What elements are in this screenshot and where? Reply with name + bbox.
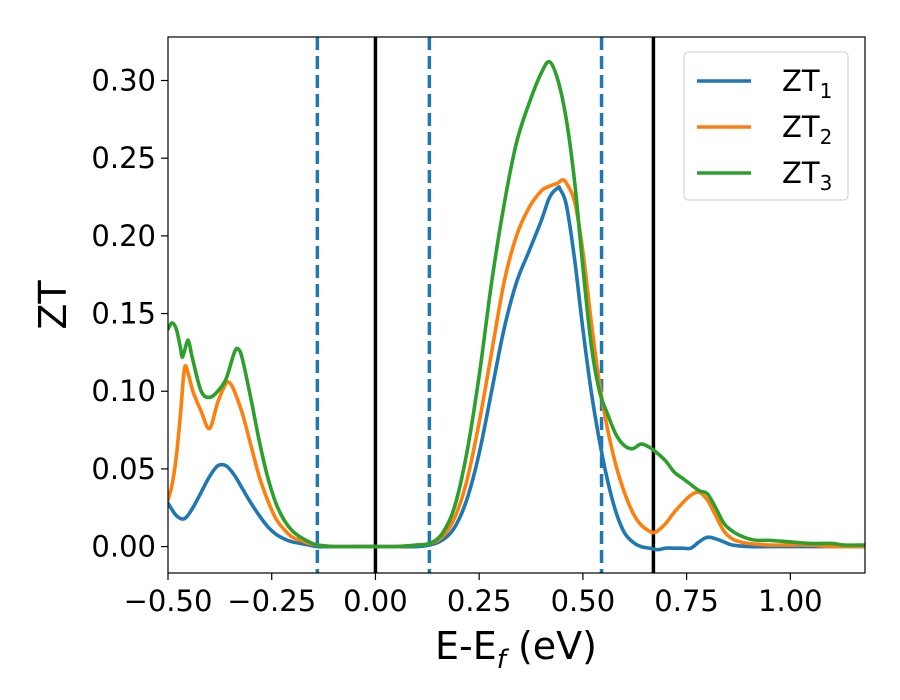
x-tick-label: 0.50 [551,584,616,618]
y-axis-label: ZT [31,280,75,330]
y-tick-label: 0.10 [91,374,156,408]
y-tick-label: 0.20 [91,219,156,253]
series-line-zt1 [168,185,865,552]
legend: ZT1 ZT2 ZT3 [683,51,849,201]
legend-frame [683,51,849,201]
axis-ticks: −0.50 −0.25 0.00 0.25 0.50 0.75 1.00 0.00 0.05 0.… [91,64,822,618]
x-tick-label: −0.50 [124,584,213,618]
x-tick-label: 1.00 [758,584,823,618]
x-tick-label: 0.75 [654,584,719,618]
x-axis-label-main: E-E [435,624,497,668]
x-tick-label: −0.25 [227,584,316,618]
plot-frame [167,36,866,574]
x-tick-label: 0.00 [343,584,408,618]
x-axis-label-unit: (eV) [506,624,597,668]
y-tick-label: 0.15 [91,297,156,331]
legend-label-zt2: ZT2 [782,110,832,149]
y-tick-label: 0.25 [91,141,156,175]
x-tick-label: 0.25 [447,584,512,618]
reference-lines [315,37,656,573]
series-lines [168,59,865,552]
legend-label-zt1: ZT1 [782,64,832,103]
series-line-zt3 [168,59,865,549]
y-tick-label: 0.00 [91,530,156,564]
legend-label-zt3: ZT3 [782,156,832,195]
x-axis-label: E-Ef (eV) [435,624,597,675]
series-line-zt2 [168,178,865,549]
y-tick-label: 0.30 [91,64,156,98]
y-tick-label: 0.05 [91,452,156,486]
